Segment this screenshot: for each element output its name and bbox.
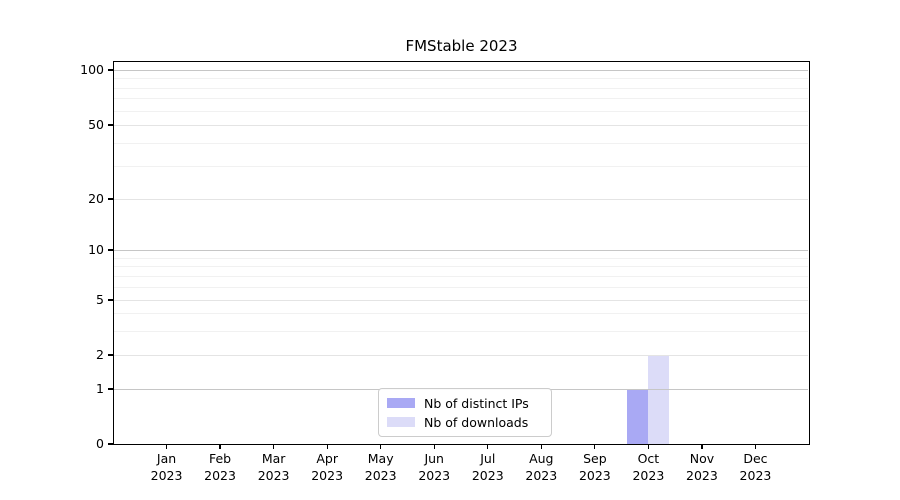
y-tick-label: 0	[96, 436, 104, 451]
x-tick-mark	[433, 444, 435, 449]
legend-label-downloads: Nb of downloads	[424, 414, 529, 430]
x-tick-mark	[487, 444, 489, 449]
legend-swatch-distinct-ips	[387, 398, 415, 408]
y-tick-mark	[108, 354, 113, 356]
x-tick-mark	[326, 444, 328, 449]
y-tick-label: 5	[96, 292, 104, 307]
y-tick-mark	[108, 299, 113, 301]
x-tick-label: Sep 2023	[578, 451, 611, 483]
x-tick-label: Dec 2023	[739, 451, 772, 483]
gridline-minor	[114, 266, 808, 268]
x-tick-label: Apr 2023	[311, 451, 344, 483]
y-tick-mark	[108, 124, 113, 126]
y-tick-label: 1	[96, 381, 104, 396]
y-tick-mark	[108, 69, 113, 71]
y-tick-label: 20	[88, 191, 104, 206]
x-tick-mark	[540, 444, 542, 449]
legend-label-distinct-ips: Nb of distinct IPs	[424, 395, 529, 411]
gridline-minor	[114, 87, 808, 89]
gridline-minor	[114, 257, 808, 259]
bar-downloads	[648, 355, 670, 444]
y-tick-mark	[108, 388, 113, 390]
x-tick-mark	[165, 444, 168, 449]
x-tick-label: Feb 2023	[204, 451, 236, 483]
x-tick-label: Jun 2023	[418, 451, 451, 483]
x-tick-label: Aug 2023	[525, 451, 558, 483]
legend-item-downloads: Nb of downloads	[387, 415, 543, 430]
gridline-minor	[114, 78, 808, 80]
x-tick-mark	[380, 444, 382, 449]
legend-item-distinct-ips: Nb of distinct IPs	[387, 396, 543, 411]
x-tick-label: Mar 2023	[257, 451, 290, 483]
gridline-major	[114, 250, 808, 251]
gridline-minor	[114, 275, 808, 277]
y-tick-mark	[108, 249, 113, 251]
x-tick-mark	[701, 444, 703, 449]
gridline-major	[114, 355, 808, 356]
gridline-minor	[114, 110, 808, 112]
y-tick-mark	[108, 443, 113, 445]
x-tick-mark	[647, 444, 649, 449]
y-tick-label: 10	[88, 242, 104, 257]
gridline-minor	[114, 143, 808, 145]
x-tick-label: Jan 2023	[150, 451, 183, 483]
y-tick-label: 2	[96, 347, 104, 362]
y-tick-label: 100	[80, 62, 104, 77]
x-tick-label: Jul 2023	[471, 451, 504, 483]
legend-swatch-downloads	[387, 417, 415, 427]
x-tick-mark	[273, 444, 275, 449]
gridline-minor	[114, 286, 808, 288]
y-tick-label: 50	[88, 117, 104, 132]
x-tick-label: May 2023	[364, 451, 397, 483]
x-tick-mark	[594, 444, 596, 449]
bar-distinct-ips	[627, 389, 649, 444]
x-tick-mark	[754, 444, 757, 449]
gridline-minor	[114, 313, 808, 315]
y-tick-mark	[108, 198, 113, 200]
x-tick-label: Oct 2023	[632, 451, 665, 483]
gridline-minor	[114, 98, 808, 100]
gridline-major	[114, 70, 808, 71]
gridline-major	[114, 199, 808, 200]
x-tick-mark	[219, 444, 221, 449]
legend: Nb of distinct IPs Nb of downloads	[378, 388, 552, 437]
gridline-minor	[114, 330, 808, 332]
gridline-minor	[114, 166, 808, 168]
chart-title: FMStable 2023	[405, 37, 518, 55]
gridline-major	[114, 125, 808, 126]
gridline-major	[114, 300, 808, 301]
x-tick-label: Nov 2023	[686, 451, 718, 483]
